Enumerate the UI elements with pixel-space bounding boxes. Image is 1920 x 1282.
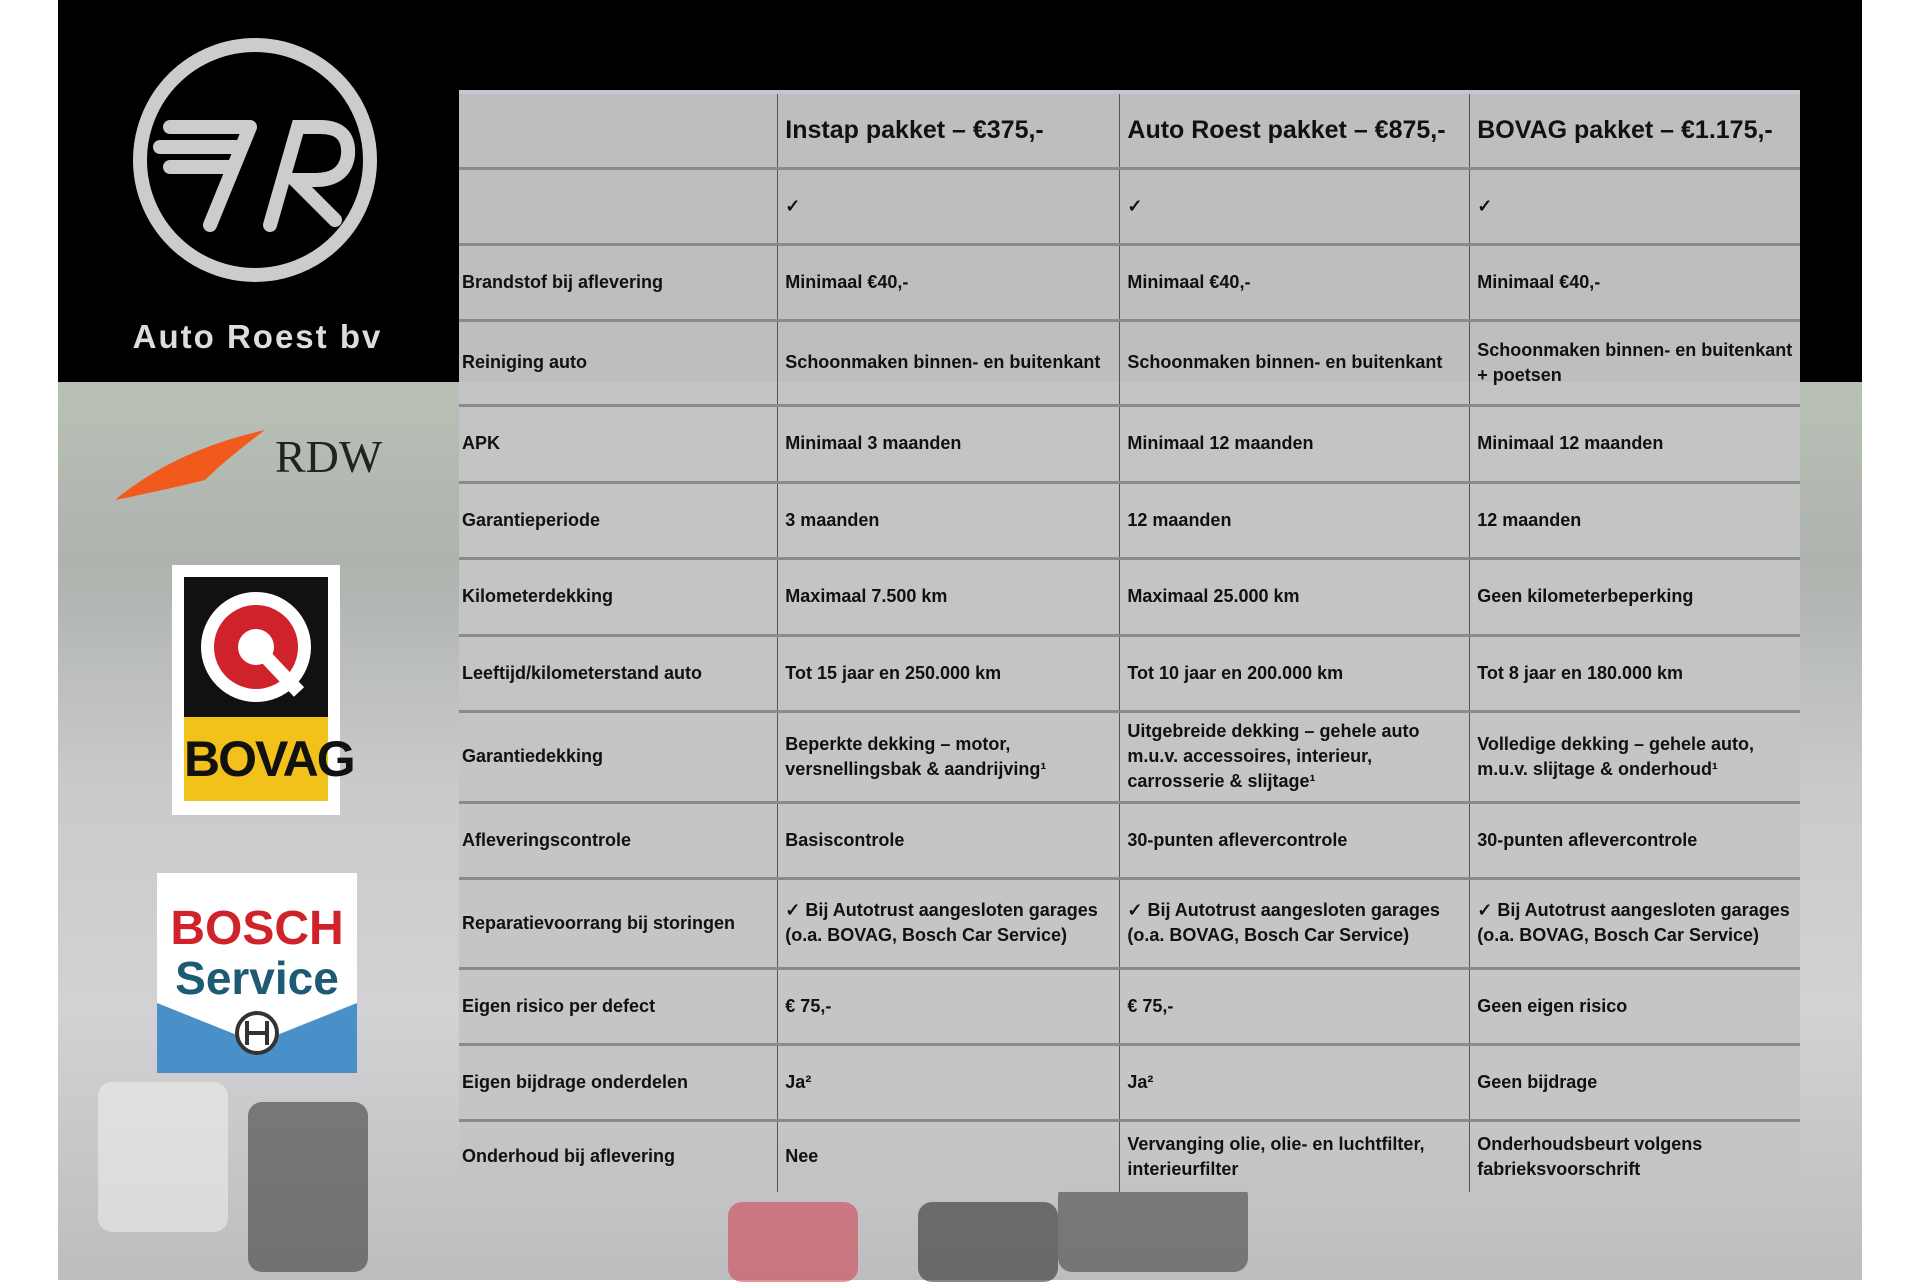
cell-package-3: Geen eigen risico xyxy=(1469,966,1800,1044)
table-row: Onderhoud bij aflevering Nee Vervanging ol… xyxy=(459,1118,1800,1192)
row-label: Reparatievoorrang bij storingen xyxy=(459,876,778,968)
cell-package-2: Uitgebreide dekking – gehele auto m.u.v.… xyxy=(1119,709,1470,802)
cell-package-3: ✓ Bij Autotrust aangesloten garages (o.a… xyxy=(1469,876,1800,968)
bosch-armature-icon xyxy=(157,1003,357,1073)
cell-package-2: Ja² xyxy=(1119,1042,1470,1120)
table-row: Leeftijd/kilometerstand auto Tot 15 jaar … xyxy=(459,633,1800,711)
rdw-logo-icon xyxy=(115,430,265,500)
bosch-service-text: Service xyxy=(175,952,339,1004)
row-label: Afleveringscontrole xyxy=(459,800,778,878)
rdw-logo-text: RDW xyxy=(275,431,383,482)
cell-package-1: 3 maanden xyxy=(777,480,1120,558)
row-label: Garantiedekking xyxy=(459,709,778,802)
table-row: Eigen risico per defect € 75,- € 75,- Geen … xyxy=(459,966,1800,1044)
cell-package-1: Minimaal 3 maanden xyxy=(777,403,1120,482)
cell-package-1: ✓ Bij Autotrust aangesloten garages (o.a… xyxy=(777,876,1120,968)
table-row: Garantiedekking Beperkte dekking – motor,… xyxy=(459,709,1800,802)
cell-package-1: Schoonmaken binnen- en buitenkant xyxy=(777,318,1120,405)
cell-package-1: Maximaal 7.500 km xyxy=(777,556,1120,635)
cell-package-2: Vervanging olie, olie- en luchtfilter, i… xyxy=(1119,1118,1470,1192)
row-label: Garantieperiode xyxy=(459,480,778,558)
row-label: Eigen bijdrage onderdelen xyxy=(459,1042,778,1120)
cell-package-3: ✓ xyxy=(1469,166,1800,244)
cell-package-2: ✓ xyxy=(1119,166,1470,244)
cell-package-2: Tot 10 jaar en 200.000 km xyxy=(1119,633,1470,711)
cell-package-1: Beperkte dekking – motor, versnellingsba… xyxy=(777,709,1120,802)
cell-package-1: Minimaal €40,- xyxy=(777,242,1120,320)
bosch-service-logo: BOSCH Service xyxy=(157,873,357,1073)
table-row: Garantieperiode 3 maanden 12 maanden 12 maa… xyxy=(459,480,1800,558)
table-row: Afleveringscontrole Basiscontrole 30-punte… xyxy=(459,800,1800,878)
cell-package-3: Schoonmaken binnen- en buitenkant + poet… xyxy=(1469,318,1800,405)
cell-package-3: Tot 8 jaar en 180.000 km xyxy=(1469,633,1800,711)
table-row: ✓ ✓ ✓ xyxy=(459,166,1800,244)
cell-package-3: Volledige dekking – gehele auto, m.u.v. … xyxy=(1469,709,1800,802)
bosch-logo-text: BOSCH xyxy=(170,902,344,955)
cell-package-2: ✓ Bij Autotrust aangesloten garages (o.a… xyxy=(1119,876,1470,968)
cell-package-2: € 75,- xyxy=(1119,966,1470,1044)
cell-package-3: Minimaal €40,- xyxy=(1469,242,1800,320)
cell-package-2: Maximaal 25.000 km xyxy=(1119,556,1470,635)
cell-package-3: BOVAG pakket – €1.175,- xyxy=(1469,90,1800,168)
row-label: Kilometerdekking xyxy=(459,556,778,635)
cell-package-3: 30-punten aflevercontrole xyxy=(1469,800,1800,878)
table-row: Brandstof bij aflevering Minimaal €40,- Mi… xyxy=(459,242,1800,320)
table-row: Reparatievoorrang bij storingen ✓ Bij Aut… xyxy=(459,876,1800,968)
auto-roest-logo-icon xyxy=(133,38,377,282)
bovag-logo-text: BOVAG xyxy=(184,717,356,801)
cell-package-2: 12 maanden xyxy=(1119,480,1470,558)
cell-package-1: ✓ xyxy=(777,166,1120,244)
cell-package-1: Basiscontrole xyxy=(777,800,1120,878)
row-label: Eigen risico per defect xyxy=(459,966,778,1044)
cell-package-2: Schoonmaken binnen- en buitenkant xyxy=(1119,318,1470,405)
cell-package-1: Tot 15 jaar en 250.000 km xyxy=(777,633,1120,711)
row-label: Onderhoud bij aflevering xyxy=(459,1118,778,1192)
cell-package-1: € 75,- xyxy=(777,966,1120,1044)
brand-name: Auto Roest bv xyxy=(132,318,383,355)
bovag-key-icon xyxy=(201,592,311,702)
cell-package-3: 12 maanden xyxy=(1469,480,1800,558)
table-row: Eigen bijdrage onderdelen Ja² Ja² Geen bijd… xyxy=(459,1042,1800,1120)
row-label xyxy=(459,166,778,244)
row-label: Reiniging auto xyxy=(459,318,778,405)
row-label: APK xyxy=(459,403,778,482)
row-label: Leeftijd/kilometerstand auto xyxy=(459,633,778,711)
cell-package-1: Ja² xyxy=(777,1042,1120,1120)
row-label xyxy=(459,90,778,168)
cell-package-2: Auto Roest pakket – €875,- xyxy=(1119,90,1470,168)
cell-package-3: Geen kilometerbeperking xyxy=(1469,556,1800,635)
bovag-logo: BOVAG xyxy=(172,565,356,815)
cell-package-2: Minimaal €40,- xyxy=(1119,242,1470,320)
table-row: Kilometerdekking Maximaal 7.500 km Maximaa… xyxy=(459,556,1800,635)
table-row: APK Minimaal 3 maanden Minimaal 12 maanden… xyxy=(459,403,1800,482)
table-header-row: Instap pakket – €375,- Auto Roest pakket … xyxy=(459,90,1800,168)
table-row: Reiniging auto Schoonmaken binnen- en bui… xyxy=(459,318,1800,405)
cell-package-3: Geen bijdrage xyxy=(1469,1042,1800,1120)
cell-package-3: Minimaal 12 maanden xyxy=(1469,403,1800,482)
package-comparison-table: Instap pakket – €375,- Auto Roest pakket … xyxy=(459,90,1800,1192)
cell-package-2: Minimaal 12 maanden xyxy=(1119,403,1470,482)
cell-package-1: Instap pakket – €375,- xyxy=(777,90,1120,168)
cell-package-2: 30-punten aflevercontrole xyxy=(1119,800,1470,878)
row-label: Brandstof bij aflevering xyxy=(459,242,778,320)
cell-package-3: Onderhoudsbeurt volgens fabrieksvoorschr… xyxy=(1469,1118,1800,1192)
cell-package-1: Nee xyxy=(777,1118,1120,1192)
